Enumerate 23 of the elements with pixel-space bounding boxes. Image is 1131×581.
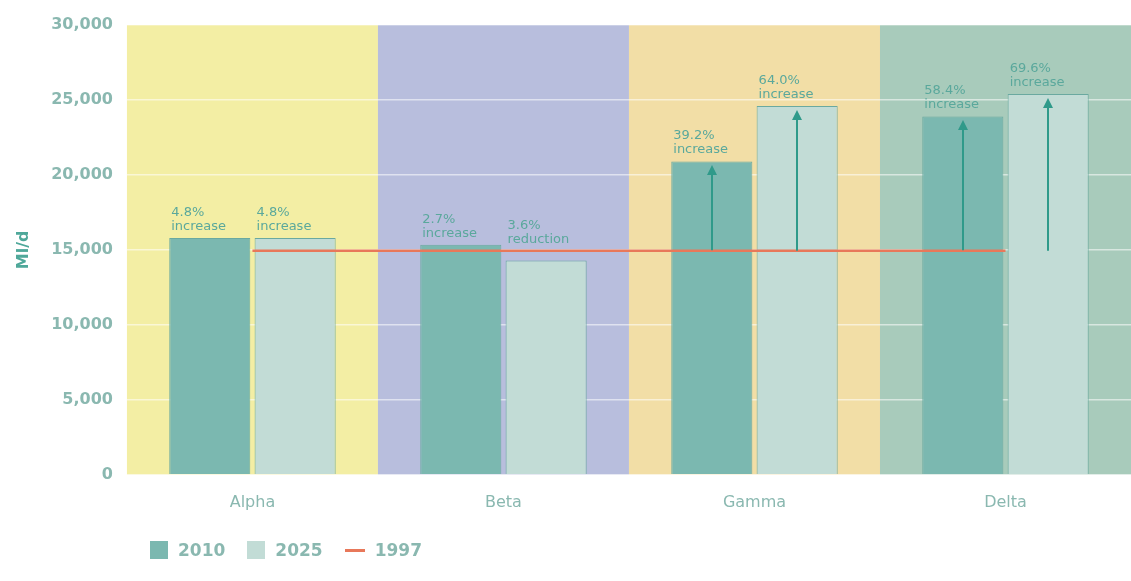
annotation: 2.7% increase: [422, 210, 478, 240]
legend-label: 1997: [374, 540, 422, 560]
y-tick-label: 20,000: [51, 164, 113, 184]
legend-label: 2025: [275, 540, 323, 560]
y-tick-label: 0: [101, 463, 113, 483]
annotation: 69.6% increase: [1009, 59, 1065, 89]
x-tick-label: Alpha: [229, 491, 276, 511]
x-tick-label: Beta: [485, 491, 522, 511]
annotation: 4.8% increase: [171, 203, 227, 233]
y-tick-label: 5,000: [62, 388, 113, 408]
x-tick-label: Gamma: [722, 491, 787, 511]
x-tick-label: Delta: [984, 491, 1027, 511]
y-tick-label: 30,000: [51, 14, 113, 34]
annotation: 58.4% increase: [924, 82, 980, 112]
y-tick-label: 15,000: [51, 239, 113, 259]
annotation: 39.2% increase: [673, 127, 729, 157]
annotation: 64.0% increase: [758, 71, 814, 101]
y-tick-label: 25,000: [51, 89, 113, 109]
y-axis-title: Ml/d: [12, 230, 32, 270]
annotation: 4.8% increase: [256, 203, 312, 233]
annotation: 3.6% reduction: [507, 216, 570, 246]
y-tick-label: 10,000: [51, 314, 113, 334]
legend-label: 2010: [178, 540, 226, 560]
